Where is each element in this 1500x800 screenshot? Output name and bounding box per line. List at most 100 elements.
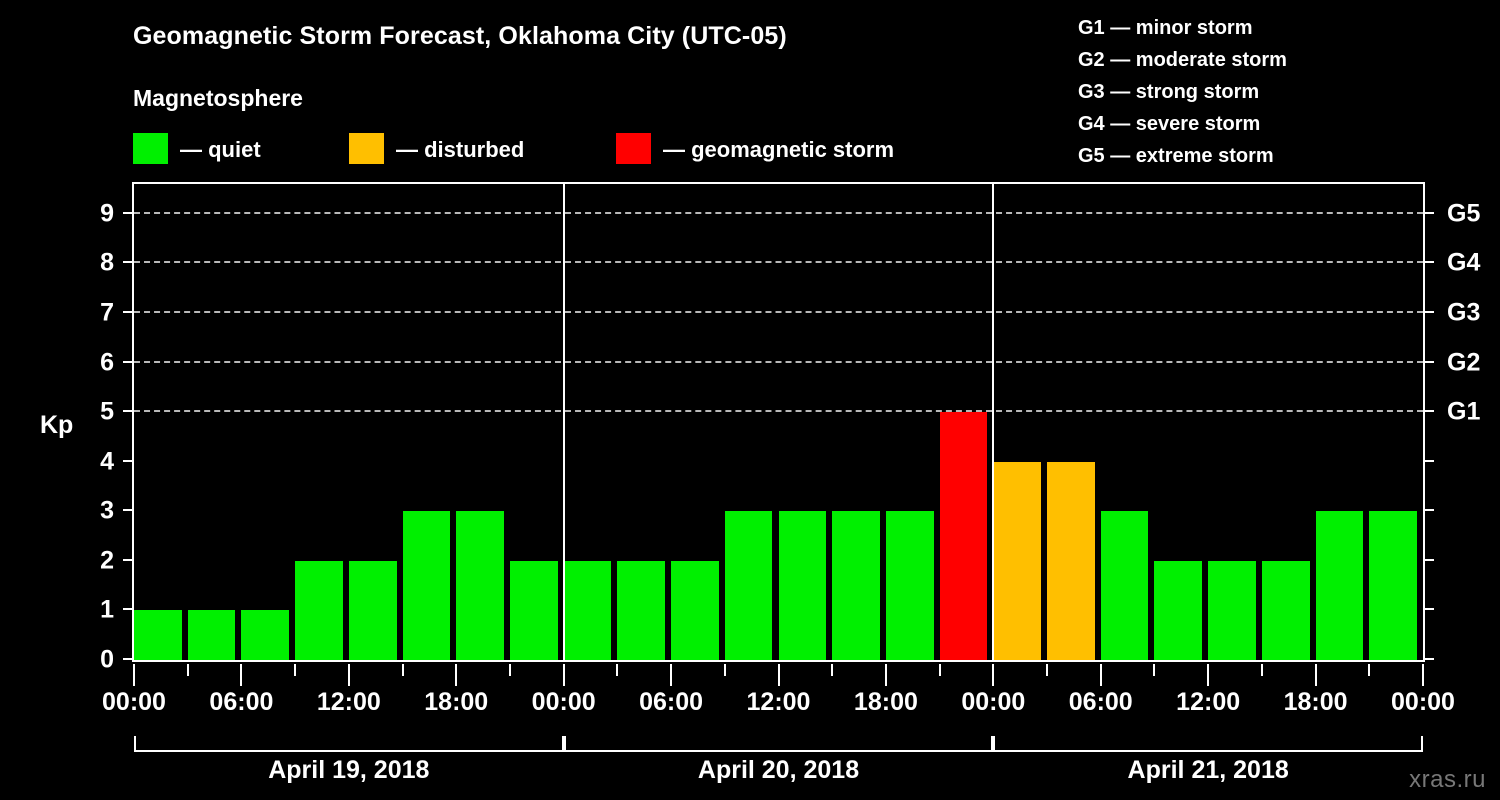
day-label: April 21, 2018 bbox=[1127, 756, 1289, 784]
day-bracket bbox=[993, 736, 1423, 752]
bar bbox=[832, 511, 880, 660]
y-tick-label: 8 bbox=[100, 248, 114, 277]
bar bbox=[1100, 511, 1149, 660]
legend-label-disturbed: — disturbed bbox=[396, 136, 525, 162]
x-tick-major bbox=[777, 664, 780, 686]
x-tick-major bbox=[1207, 664, 1210, 686]
y-tick bbox=[123, 509, 134, 512]
bar bbox=[1154, 560, 1203, 660]
y-tick-right bbox=[1423, 459, 1434, 462]
day-bracket bbox=[563, 736, 994, 752]
bar bbox=[993, 461, 1042, 660]
y-tick-label: 9 bbox=[100, 199, 114, 228]
y-tick-right bbox=[1423, 310, 1434, 313]
y-tick bbox=[123, 360, 134, 363]
x-tick-label: 06:00 bbox=[639, 688, 704, 716]
day-label: April 19, 2018 bbox=[268, 756, 430, 784]
bar bbox=[509, 560, 558, 660]
y-tick-label: 0 bbox=[100, 645, 114, 674]
x-tick-minor bbox=[401, 664, 404, 676]
y-tick bbox=[123, 608, 134, 611]
x-tick-minor bbox=[1368, 664, 1371, 676]
gridline-kp-8 bbox=[134, 261, 1423, 264]
legend-label-storm: — geomagnetic storm bbox=[663, 136, 895, 162]
bar bbox=[724, 511, 773, 660]
x-tick-minor bbox=[294, 664, 297, 676]
y-tick bbox=[123, 211, 134, 214]
day-separator bbox=[562, 184, 565, 660]
x-tick-minor bbox=[616, 664, 619, 676]
x-tick-major bbox=[992, 664, 995, 686]
gridline-kp-9 bbox=[134, 211, 1423, 214]
y-tick bbox=[123, 410, 134, 413]
y-tick-label: 7 bbox=[100, 298, 114, 327]
day-label: April 20, 2018 bbox=[697, 756, 860, 784]
bar bbox=[1369, 511, 1417, 660]
bar bbox=[187, 610, 236, 660]
x-tick-major bbox=[884, 664, 887, 686]
y-tick-label: 5 bbox=[100, 397, 114, 426]
watermark: xras.ru bbox=[1409, 766, 1486, 793]
g-scale-item-g1: G1 — minor storm bbox=[1078, 17, 1253, 39]
x-tick-minor bbox=[831, 664, 834, 676]
y-tick-right bbox=[1423, 410, 1434, 413]
day-separator bbox=[992, 184, 995, 660]
legend-item-disturbed: — disturbed bbox=[349, 133, 524, 167]
g-axis-label: G2 bbox=[1447, 348, 1481, 376]
bar bbox=[939, 412, 988, 660]
x-tick-label: 06:00 bbox=[209, 688, 274, 716]
legend-swatch-storm bbox=[616, 133, 651, 164]
bar bbox=[241, 610, 290, 660]
y-tick-label: 3 bbox=[100, 496, 114, 525]
x-tick-major bbox=[1422, 664, 1424, 686]
x-tick-label: 18:00 bbox=[424, 688, 489, 716]
x-tick-label: 06:00 bbox=[1068, 688, 1133, 716]
x-tick-label: 12:00 bbox=[746, 688, 811, 716]
x-tick-label: 00:00 bbox=[531, 688, 596, 716]
bar bbox=[295, 560, 343, 660]
bar bbox=[348, 560, 397, 660]
gridline-kp-6 bbox=[134, 360, 1423, 363]
x-tick-minor bbox=[1046, 664, 1049, 676]
g-scale-legend: G1 — minor storm G2 — moderate storm G3 … bbox=[1078, 12, 1287, 172]
y-tick-right bbox=[1423, 211, 1434, 214]
x-tick-minor bbox=[508, 664, 511, 676]
bar bbox=[1208, 560, 1256, 660]
x-tick-major bbox=[1314, 664, 1317, 686]
legend-swatch-disturbed bbox=[349, 133, 384, 164]
legend-label-quiet: — quiet bbox=[180, 136, 261, 162]
y-tick-label: 6 bbox=[100, 348, 114, 376]
x-tick-minor bbox=[938, 664, 941, 676]
bar bbox=[1047, 461, 1095, 660]
g-scale-item-g3: G3 — strong storm bbox=[1078, 81, 1260, 103]
x-tick-minor bbox=[723, 664, 726, 676]
legend-item-quiet: — quiet bbox=[133, 133, 261, 167]
bar bbox=[1261, 560, 1310, 660]
x-tick-label: 00:00 bbox=[961, 688, 1026, 716]
x-tick-major bbox=[240, 664, 243, 686]
y-tick bbox=[123, 261, 134, 264]
bar bbox=[885, 511, 934, 660]
bar bbox=[671, 560, 719, 660]
x-tick-label: 12:00 bbox=[316, 688, 381, 716]
bar bbox=[563, 560, 612, 660]
bar bbox=[1315, 511, 1364, 660]
legend-item-storm: — geomagnetic storm bbox=[616, 133, 894, 167]
y-axis-title: Kp bbox=[40, 411, 74, 439]
gridline-kp-7 bbox=[134, 310, 1423, 313]
magnetosphere-heading: Magnetosphere bbox=[133, 85, 303, 111]
g-scale-item-g5: G5 — extreme storm bbox=[1078, 145, 1274, 167]
x-tick-major bbox=[133, 664, 135, 686]
bar bbox=[456, 511, 504, 660]
bar bbox=[134, 610, 182, 660]
x-tick-label: 00:00 bbox=[102, 688, 166, 716]
g-scale-item-g4: G4 — severe storm bbox=[1078, 113, 1261, 135]
y-tick-right bbox=[1423, 658, 1434, 660]
gridline-kp-5 bbox=[134, 410, 1423, 413]
y-tick bbox=[123, 558, 134, 561]
bar bbox=[402, 511, 451, 660]
y-tick-right bbox=[1423, 261, 1434, 264]
g-axis-label: G5 bbox=[1447, 199, 1481, 228]
x-tick-label: 12:00 bbox=[1176, 688, 1241, 716]
